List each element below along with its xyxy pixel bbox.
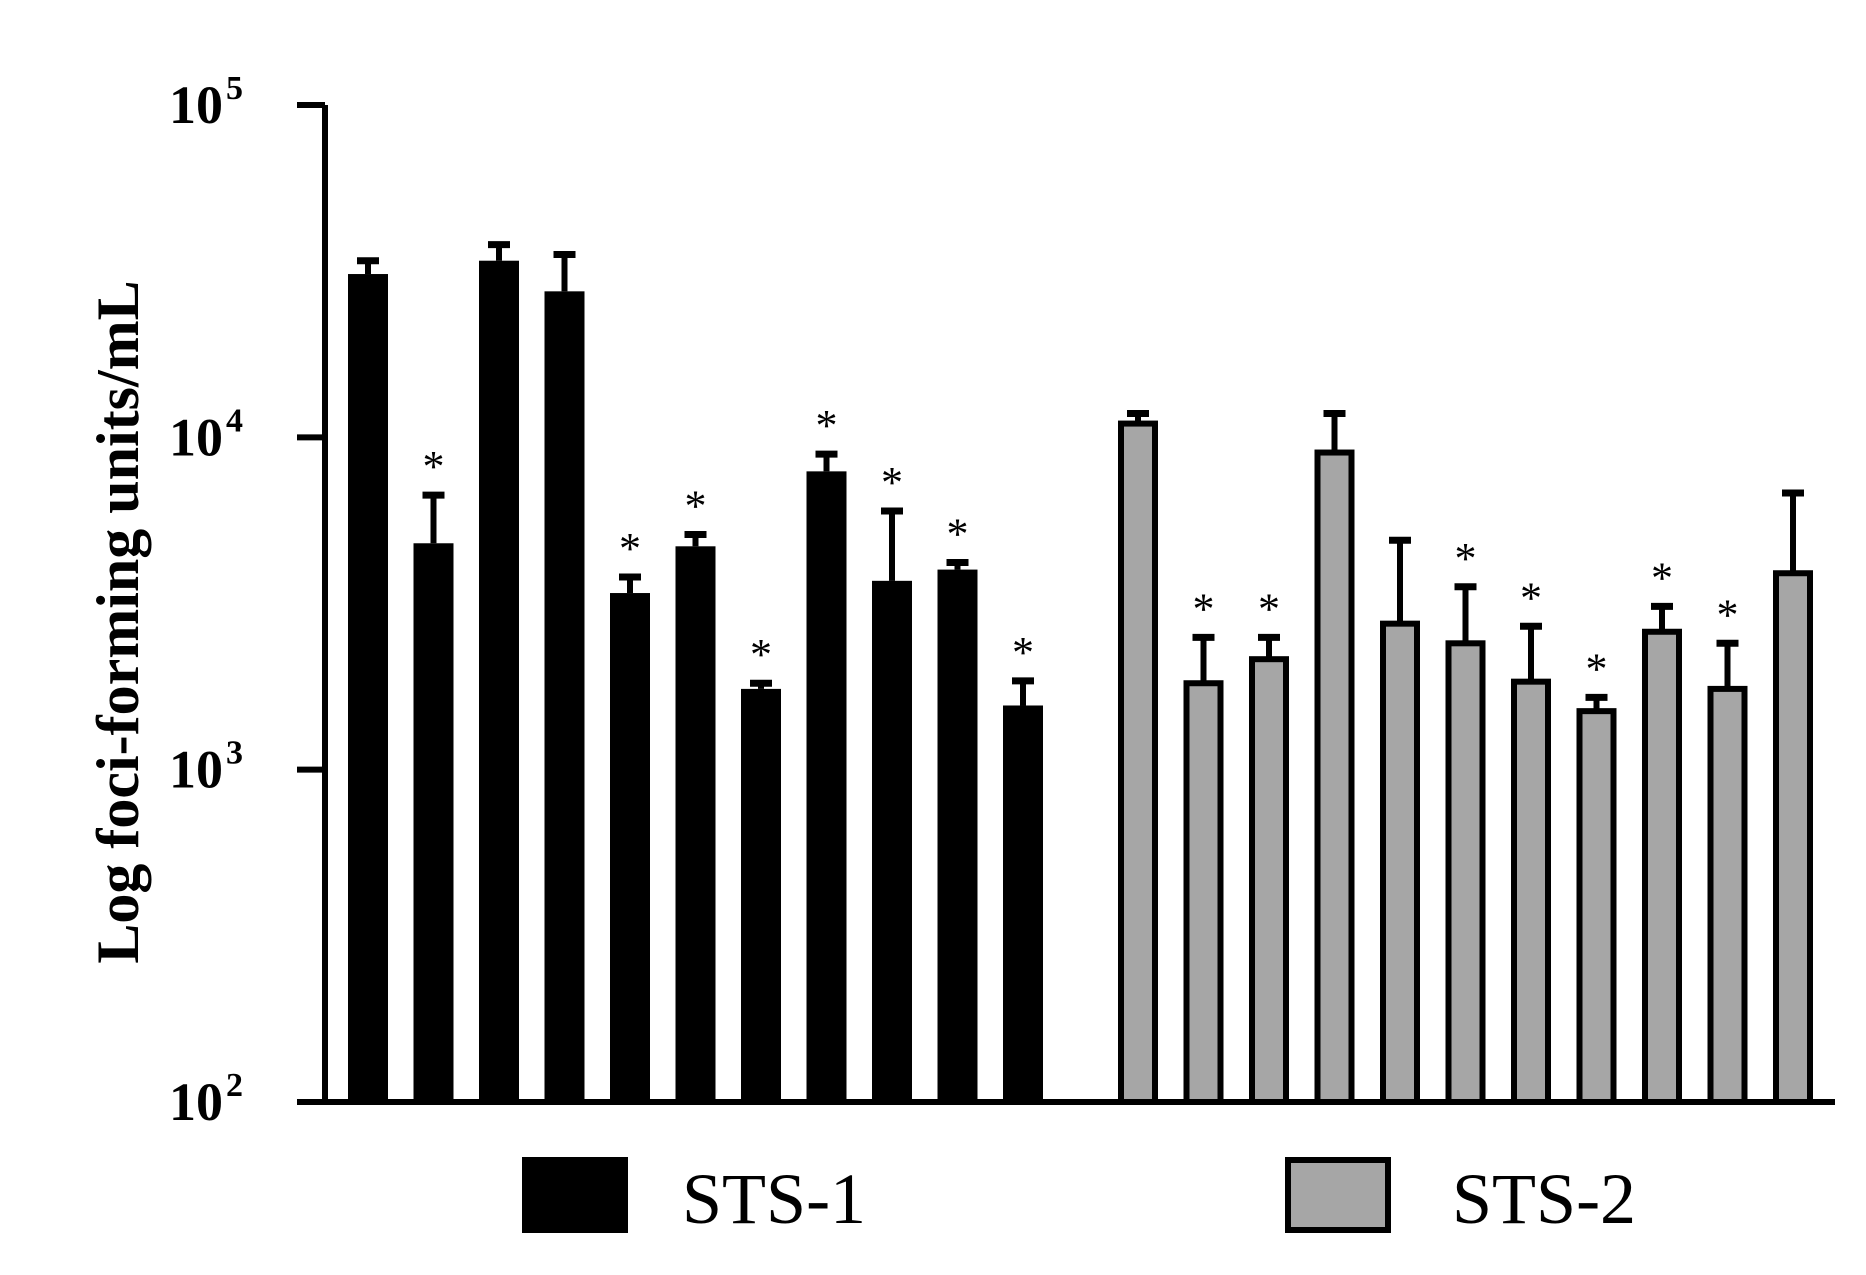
bar-s1-10	[937, 569, 978, 1102]
bar-s1-9	[872, 580, 912, 1102]
bar-area: * * * * * * * * * * * * * * *	[348, 241, 1813, 1106]
bar-s1-1	[348, 274, 388, 1102]
bar-s2-9	[1642, 628, 1682, 1105]
legend-swatch-sts-1	[522, 1157, 628, 1233]
significance-marker-s1-2: *	[423, 442, 445, 491]
y-axis-label: Log foci-forming units/mL	[85, 280, 151, 963]
bar-s2-6	[1445, 640, 1486, 1106]
y-tick-label-exponent: 3	[226, 735, 243, 772]
significance-marker-s2-6: *	[1455, 534, 1477, 583]
significance-marker-s1-10: *	[947, 510, 969, 559]
significance-marker-s1-7: *	[750, 630, 772, 679]
bar-s2-2	[1183, 680, 1224, 1105]
bar-s1-11	[1003, 705, 1043, 1102]
y-tick-label-exponent: 5	[226, 70, 243, 107]
legend-label-sts-2: STS-2	[1452, 1159, 1636, 1239]
bar-s2-10	[1707, 685, 1748, 1105]
significance-marker-s1-11: *	[1012, 628, 1034, 677]
bar-s1-3	[479, 260, 519, 1102]
y-tick-label-base: 10	[169, 1072, 223, 1132]
significance-marker-s2-3: *	[1258, 584, 1280, 633]
y-tick-label-base: 10	[169, 740, 223, 800]
legend: STS-1 STS-2	[522, 1157, 1636, 1239]
bar-s1-2	[413, 543, 454, 1102]
bar-s1-4	[544, 291, 585, 1102]
bar-s2-8	[1576, 708, 1617, 1106]
bar-s2-5	[1380, 620, 1420, 1105]
y-tick-label-base: 10	[169, 75, 223, 135]
significance-marker-s2-9: *	[1651, 553, 1673, 602]
significance-marker-s1-9: *	[881, 458, 903, 507]
legend-label-sts-1: STS-1	[682, 1159, 866, 1239]
significance-marker-s1-6: *	[685, 482, 707, 531]
significance-marker-s1-5: *	[619, 524, 641, 573]
bar-s1-5	[610, 593, 650, 1102]
significance-marker-s2-8: *	[1586, 644, 1608, 693]
y-tick-label-exponent: 2	[226, 1067, 243, 1104]
bar-s1-8	[806, 471, 847, 1103]
bar-s1-6	[675, 546, 716, 1102]
legend-swatch-sts-2	[1285, 1157, 1391, 1233]
bar-s1-7	[741, 688, 781, 1102]
significance-marker-s2-7: *	[1520, 573, 1542, 622]
bar-s2-3	[1249, 656, 1289, 1105]
bar-s2-7	[1511, 678, 1551, 1105]
y-tick-label-exponent: 4	[226, 402, 243, 439]
bar-s2-1	[1118, 420, 1158, 1106]
significance-marker-s2-10: *	[1717, 590, 1739, 639]
significance-marker-s2-2: *	[1193, 584, 1215, 633]
significance-marker-s1-8: *	[816, 401, 838, 450]
y-tick-label-base: 10	[169, 407, 223, 467]
bar-s2-11	[1773, 570, 1813, 1105]
bar-s2-4	[1314, 449, 1355, 1105]
